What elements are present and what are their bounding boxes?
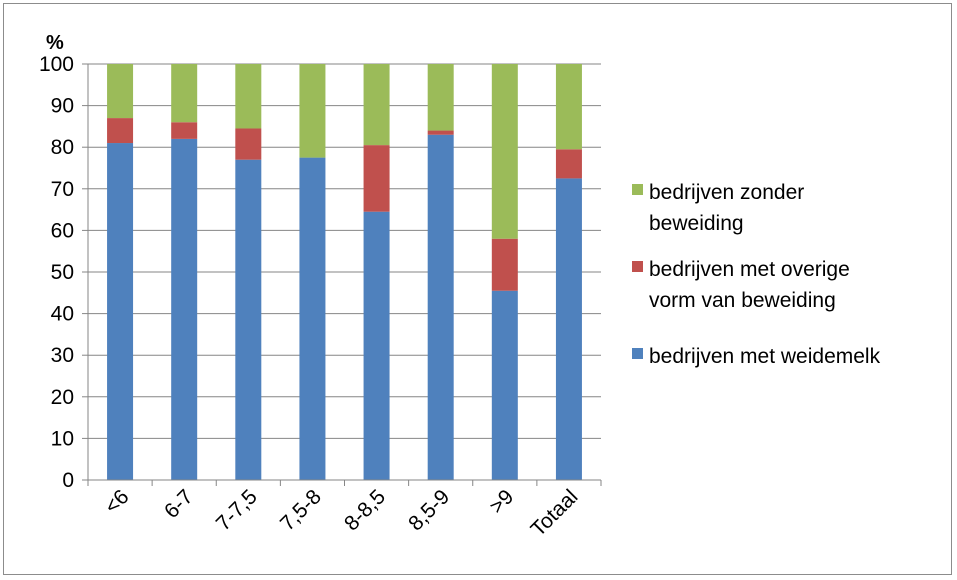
x-tick-labels: <6 6-7 7-7,5 7,5-8 8-8,5 8,5-9 >9 Totaal — [100, 485, 582, 541]
y-tick-label: 10 — [51, 427, 74, 450]
bar-segment — [107, 143, 134, 481]
y-tick-label: 30 — [51, 344, 74, 367]
bar-segment — [299, 157, 326, 480]
y-tick-label: 0 — [62, 469, 74, 492]
x-tick-label: 8,5-9 — [404, 485, 454, 535]
y-tick-label: 40 — [51, 303, 74, 326]
gridlines — [82, 63, 601, 481]
y-tick-label: 50 — [51, 261, 74, 284]
bar-segment — [491, 238, 518, 291]
bar-segment — [363, 145, 390, 212]
bars — [107, 64, 582, 481]
bar-segment — [491, 64, 518, 239]
bar-segment — [491, 290, 518, 480]
y-tick-labels: 0 10 20 30 40 50 60 70 80 90 100 — [39, 53, 74, 492]
y-tick-label: 100 — [39, 53, 74, 76]
legend: bedrijven zonder beweiding bedrijven met o… — [632, 181, 881, 368]
bar-segment — [171, 138, 198, 480]
x-tick-label: Totaal — [527, 485, 583, 541]
legend-label: bedrijven zonder — [649, 181, 804, 204]
bar-segment — [427, 64, 454, 131]
chart-frame: % 0 10 20 30 40 50 60 70 80 90 100 <6 6-7 7-7,5 7,5-8… — [3, 3, 952, 575]
bar-segment — [171, 64, 198, 123]
axes — [87, 64, 602, 486]
bar-segment — [171, 122, 198, 139]
bar-segment — [555, 149, 582, 179]
y-tick-label: 80 — [51, 136, 74, 159]
legend-label: beweiding — [649, 212, 744, 235]
y-tick-label: 70 — [51, 178, 74, 201]
bar-segment — [107, 118, 134, 144]
y-tick-label: 60 — [51, 219, 74, 242]
legend-swatch — [632, 184, 643, 195]
x-tick-label: <6 — [100, 485, 133, 518]
legend-label: bedrijven met weidemelk — [649, 345, 881, 368]
bar-segment — [427, 130, 454, 135]
legend-label: vorm van beweiding — [649, 289, 836, 312]
bar-segment — [107, 64, 134, 119]
bar-segment — [363, 64, 390, 146]
bar-segment — [235, 128, 262, 160]
bar-segment — [427, 134, 454, 480]
legend-swatch — [632, 261, 643, 272]
y-tick-label: 90 — [51, 95, 74, 118]
bar-segment — [235, 159, 262, 480]
bar-segment — [555, 178, 582, 480]
x-tick-label: 7-7,5 — [212, 485, 262, 535]
bar-segment — [299, 64, 326, 158]
bar-segment — [555, 64, 582, 150]
x-tick-label: 8-8,5 — [340, 485, 390, 535]
legend-swatch — [632, 348, 643, 359]
legend-label: bedrijven met overige — [649, 258, 850, 281]
bar-segment — [235, 64, 262, 129]
bar-segment — [363, 211, 390, 480]
y-axis-label: % — [46, 32, 64, 54]
stacked-bar-chart: % 0 10 20 30 40 50 60 70 80 90 100 <6 6-7 7-7,5 7,5-8… — [39, 32, 881, 541]
x-tick-label: >9 — [485, 485, 518, 518]
y-tick-label: 20 — [51, 386, 74, 409]
x-tick-label: 7,5-8 — [276, 485, 326, 535]
x-tick-label: 6-7 — [160, 485, 198, 523]
